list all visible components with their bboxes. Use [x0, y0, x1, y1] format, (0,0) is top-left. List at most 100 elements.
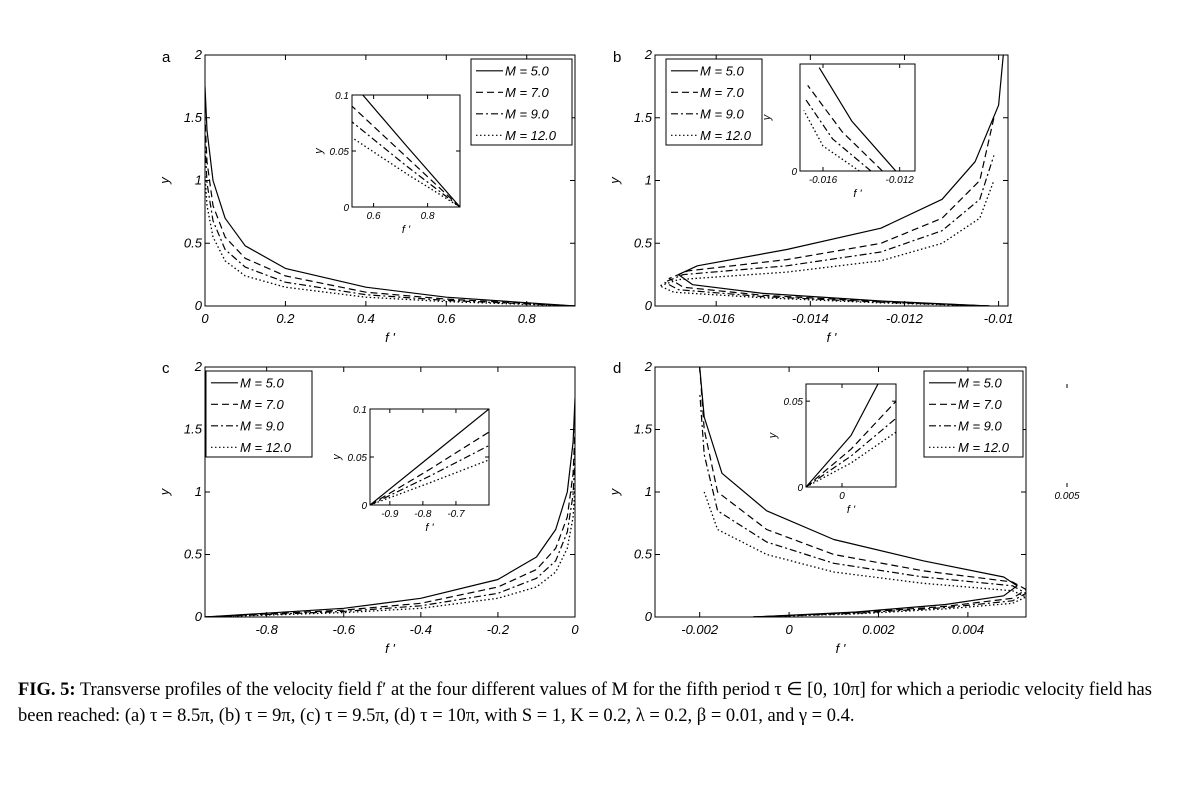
- y-tick-label: 2: [644, 47, 653, 62]
- caption-label: FIG. 5:: [18, 680, 76, 700]
- inset-series-line-2: [370, 431, 489, 505]
- inset-plot-frame: [351, 94, 461, 208]
- legend: M = 5.0 M = 7.0 M = 9.0 M = 12.0: [923, 370, 1024, 458]
- inset-x-tick-label: -0.8: [414, 509, 432, 520]
- figure-caption: FIG. 5: Transverse profiles of the veloc…: [18, 677, 1188, 729]
- y-tick-label: 0.5: [634, 235, 653, 250]
- legend-box: [665, 58, 763, 146]
- y-tick-label: 1.5: [184, 110, 203, 125]
- series-line-3: [699, 391, 1026, 617]
- inset-series-line-2: [352, 105, 460, 207]
- inset-x-tick-label: -0.012: [885, 175, 914, 186]
- y-axis-label: y: [157, 176, 172, 185]
- inset-x-tick-label: 0.005: [1054, 491, 1079, 502]
- inset-series-line-3: [805, 99, 872, 171]
- panel-label: a: [162, 49, 171, 66]
- legend-entry: M = 9.0: [958, 418, 1002, 433]
- series-line-2: [205, 117, 575, 306]
- y-tick-label: 1: [195, 484, 202, 499]
- inset-y-tick-label: 0.1: [335, 91, 349, 102]
- series-line-2: [699, 367, 1026, 617]
- inset-y-tick-label: 0.05: [784, 397, 804, 408]
- series-line-1: [205, 398, 575, 617]
- legend: M = 5.0 M = 7.0 M = 9.0 M = 12.0: [470, 58, 573, 146]
- inset-x-axis-label: f ': [402, 224, 411, 236]
- legend-entry: M = 5.0: [958, 375, 1002, 390]
- series-line-3: [663, 155, 995, 306]
- y-tick-label: 1.5: [634, 422, 653, 437]
- series-line-4: [205, 174, 575, 306]
- y-tick-label: 0.5: [634, 547, 653, 562]
- legend-entry: M = 9.0: [505, 106, 549, 121]
- inset-series-line-1: [362, 95, 460, 207]
- inset-series-line-4: [806, 431, 896, 487]
- inset-series-line-4: [803, 110, 860, 171]
- x-tick-label: 0.002: [862, 622, 895, 637]
- legend: M = 5.0 M = 7.0 M = 9.0 M = 12.0: [665, 58, 763, 146]
- x-axis-label: f ': [827, 330, 837, 345]
- legend-entry: M = 5.0: [700, 63, 744, 78]
- inset-x-tick-label: -0.9: [381, 509, 399, 520]
- inset-plot: -0.016 -0.012 0 f ' y: [761, 63, 916, 200]
- inset-series-line-1: [818, 67, 897, 171]
- inset-x-axis-label: f ': [425, 522, 434, 534]
- inset-plot: 0.6 0.8 0 0.05 0.1 f ' y: [313, 91, 461, 236]
- inset-series-line-4: [352, 137, 460, 207]
- x-tick-label: -0.4: [410, 622, 432, 637]
- legend-entry: M = 12.0: [505, 128, 557, 143]
- inset-x-tick-label: 0.8: [421, 211, 435, 222]
- x-tick-label: -0.014: [792, 311, 829, 326]
- x-tick-label: -0.016: [698, 311, 736, 326]
- series-line-4: [659, 180, 995, 306]
- x-tick-label: 0.4: [357, 311, 375, 326]
- series-line-1: [205, 86, 575, 306]
- y-tick-label: 1: [645, 484, 652, 499]
- y-axis-label: y: [607, 487, 622, 496]
- y-tick-label: 0.5: [184, 235, 203, 250]
- series-line-1: [699, 367, 1018, 617]
- inset-y-tick-label: 0: [343, 203, 349, 214]
- legend-box: [470, 58, 573, 146]
- legend-entry: M = 12.0: [700, 128, 752, 143]
- legend: M = 5.0 M = 7.0 M = 9.0 M = 12.0: [205, 370, 313, 458]
- y-tick-label: 1.5: [184, 422, 203, 437]
- inset-series-group: [806, 384, 896, 487]
- legend-entry: M = 12.0: [240, 440, 292, 455]
- legend-entry: M = 12.0: [958, 440, 1010, 455]
- x-tick-label: -0.01: [984, 311, 1014, 326]
- y-tick-label: 0.5: [184, 547, 203, 562]
- y-axis-label: y: [607, 176, 622, 185]
- x-tick-label: 0: [201, 311, 209, 326]
- series-group: [659, 55, 1004, 306]
- series-group: [699, 367, 1026, 617]
- inset-series-line-1: [370, 409, 489, 505]
- series-line-4: [703, 491, 1026, 617]
- inset-x-tick-label: -0.016: [809, 175, 838, 186]
- inset-plot-frame: [799, 63, 916, 172]
- x-tick-label: 0.8: [518, 311, 537, 326]
- x-tick-label: -0.012: [886, 311, 924, 326]
- inset-series-line-1: [806, 384, 879, 487]
- y-tick-label: 2: [644, 359, 653, 374]
- y-tick-label: 1: [195, 173, 202, 188]
- series-line-2: [668, 117, 995, 306]
- legend-entry: M = 9.0: [240, 418, 284, 433]
- inset-y-tick-label: 0: [791, 167, 797, 178]
- inset-plot: -0.9 -0.8 -0.7 0 0.05 0.1 f ' y: [331, 405, 490, 534]
- legend-entry: M = 7.0: [700, 85, 744, 100]
- y-tick-label: 2: [194, 359, 203, 374]
- x-axis-label: f ': [385, 641, 395, 656]
- y-tick-label: 1.5: [634, 110, 653, 125]
- inset-series-line-3: [370, 444, 489, 505]
- inset-x-axis-label: f ': [847, 504, 856, 516]
- caption-text: Transverse profiles of the velocity fiel…: [18, 680, 1152, 726]
- legend-entry: M = 7.0: [240, 397, 284, 412]
- inset-y-tick-label: 0: [797, 483, 803, 494]
- inset-y-tick-label: 0.1: [353, 405, 367, 416]
- legend-entry: M = 5.0: [505, 63, 549, 78]
- inset-y-axis-label: y: [767, 431, 779, 439]
- series-line-3: [205, 454, 575, 617]
